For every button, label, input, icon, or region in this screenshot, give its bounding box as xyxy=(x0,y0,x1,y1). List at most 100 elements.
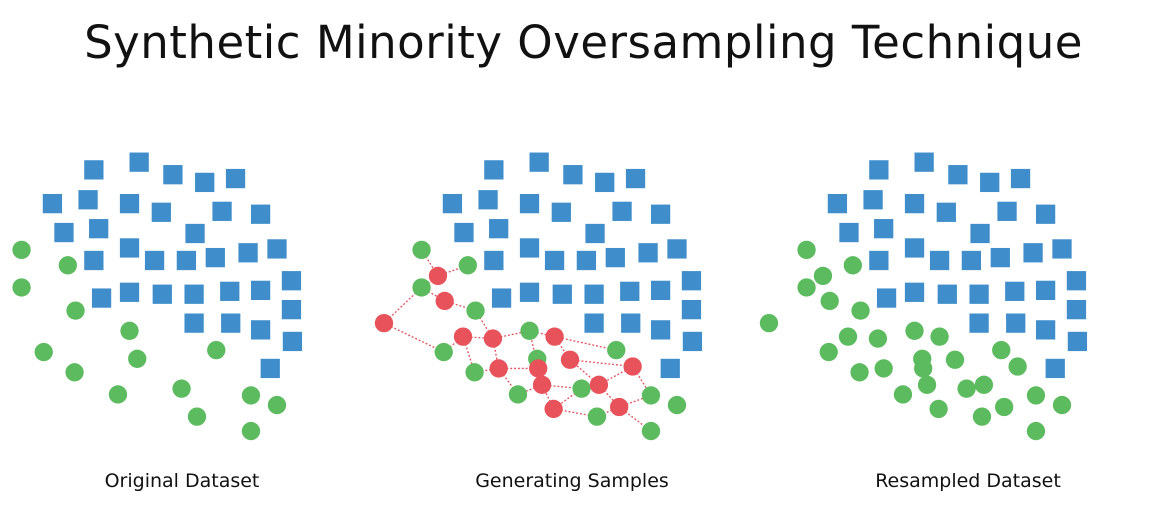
majority-sample xyxy=(1035,204,1056,224)
majority-sample xyxy=(144,250,165,271)
interpolation-link xyxy=(554,335,617,351)
majority-sample xyxy=(563,165,583,185)
majority-sample xyxy=(1010,168,1031,189)
synthetic-sample xyxy=(529,359,548,378)
majority-sample xyxy=(119,238,140,258)
interpolation-link xyxy=(541,384,582,390)
minority-sample xyxy=(797,278,816,297)
minority-sample xyxy=(466,301,485,320)
minority-sample xyxy=(1026,421,1046,441)
majority-sample xyxy=(1035,280,1056,300)
minority-sample xyxy=(905,321,924,340)
synthetic-sample xyxy=(930,327,949,346)
synthetic-sample xyxy=(545,327,564,346)
synthetic-sample xyxy=(532,375,552,394)
majority-sample xyxy=(827,193,848,214)
synthetic-sample xyxy=(453,327,473,346)
minority-sample xyxy=(1052,395,1072,415)
majority-sample xyxy=(584,313,604,333)
majority-sample xyxy=(681,271,702,291)
majority-sample xyxy=(869,160,889,180)
synthetic-sample xyxy=(544,399,563,419)
majority-sample xyxy=(904,238,925,258)
minority-sample xyxy=(241,421,261,441)
majority-sample xyxy=(612,201,632,221)
majority-sample xyxy=(84,160,104,180)
panel-resampled-dataset xyxy=(759,140,1125,460)
majority-sample xyxy=(491,288,512,308)
majority-sample xyxy=(595,172,615,193)
minority-sample xyxy=(108,385,128,404)
minority-sample xyxy=(508,385,528,404)
minority-sample xyxy=(241,386,261,405)
majority-sample xyxy=(1006,313,1026,333)
synthetic-sample xyxy=(483,329,503,348)
minority-sample xyxy=(850,363,869,382)
majority-sample xyxy=(1066,300,1087,320)
majority-sample xyxy=(980,172,1000,193)
synthetic-sample xyxy=(813,266,833,286)
minority-sample xyxy=(992,340,1011,360)
majority-sample xyxy=(163,165,183,185)
majority-sample xyxy=(42,193,63,214)
majority-sample xyxy=(650,280,671,300)
minority-sample xyxy=(66,301,85,320)
minority-sample xyxy=(412,278,431,297)
minority-sample xyxy=(267,395,287,415)
interpolation-link xyxy=(569,359,633,368)
majority-sample xyxy=(682,331,703,352)
majority-sample xyxy=(551,202,571,222)
majority-sample xyxy=(1045,358,1065,379)
caption-resampled-dataset: Resampled Dataset xyxy=(875,470,1061,492)
majority-sample xyxy=(605,247,625,268)
majority-sample xyxy=(129,152,149,172)
majority-sample xyxy=(119,282,140,302)
minority-sample xyxy=(641,386,661,405)
majority-sample xyxy=(281,300,302,320)
majority-sample xyxy=(54,222,74,243)
minority-sample xyxy=(128,349,147,368)
minority-sample xyxy=(58,256,77,275)
majority-sample xyxy=(281,271,302,291)
minority-sample xyxy=(207,340,226,360)
majority-sample xyxy=(576,250,597,271)
majority-sample xyxy=(220,281,240,301)
majority-sample xyxy=(625,168,646,189)
minority-sample xyxy=(587,407,607,426)
majority-sample xyxy=(1066,271,1087,291)
minority-sample xyxy=(465,363,484,382)
minority-sample xyxy=(65,363,84,382)
majority-sample xyxy=(969,313,989,333)
majority-sample xyxy=(876,288,897,308)
majority-sample xyxy=(929,250,950,271)
majority-sample xyxy=(621,313,641,333)
synthetic-sample xyxy=(868,329,888,348)
generating-samples-scatter xyxy=(374,152,703,441)
majority-sample xyxy=(970,223,990,244)
majority-sample xyxy=(184,284,204,304)
majority-sample xyxy=(478,190,498,210)
minority-sample xyxy=(1026,386,1046,405)
majority-sample xyxy=(185,223,205,244)
synthetic-sample xyxy=(623,357,642,376)
majority-sample xyxy=(650,320,671,340)
majority-sample xyxy=(863,190,883,210)
majority-sample xyxy=(225,168,246,189)
majority-sample xyxy=(176,250,197,271)
minority-sample xyxy=(434,342,453,362)
majority-sample xyxy=(238,243,258,263)
majority-sample xyxy=(250,280,271,300)
majority-sample xyxy=(638,243,658,263)
majority-sample xyxy=(212,201,232,221)
majority-sample xyxy=(152,284,172,304)
caption-generating-samples: Generating Samples xyxy=(475,470,669,492)
caption-original-dataset: Original Dataset xyxy=(104,470,260,492)
minority-sample xyxy=(458,256,477,275)
synthetic-sample xyxy=(560,350,580,369)
resampled-dataset-scatter xyxy=(759,152,1088,441)
panel-original-dataset xyxy=(0,140,340,460)
majority-sample xyxy=(584,284,604,304)
minority-sample xyxy=(12,278,31,297)
majority-sample xyxy=(969,284,989,304)
majority-sample xyxy=(84,250,104,271)
